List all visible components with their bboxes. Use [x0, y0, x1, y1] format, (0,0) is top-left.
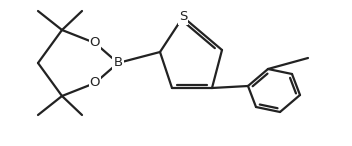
Text: O: O: [90, 77, 100, 89]
Text: S: S: [179, 11, 187, 24]
Text: O: O: [90, 36, 100, 49]
Text: B: B: [113, 57, 122, 69]
